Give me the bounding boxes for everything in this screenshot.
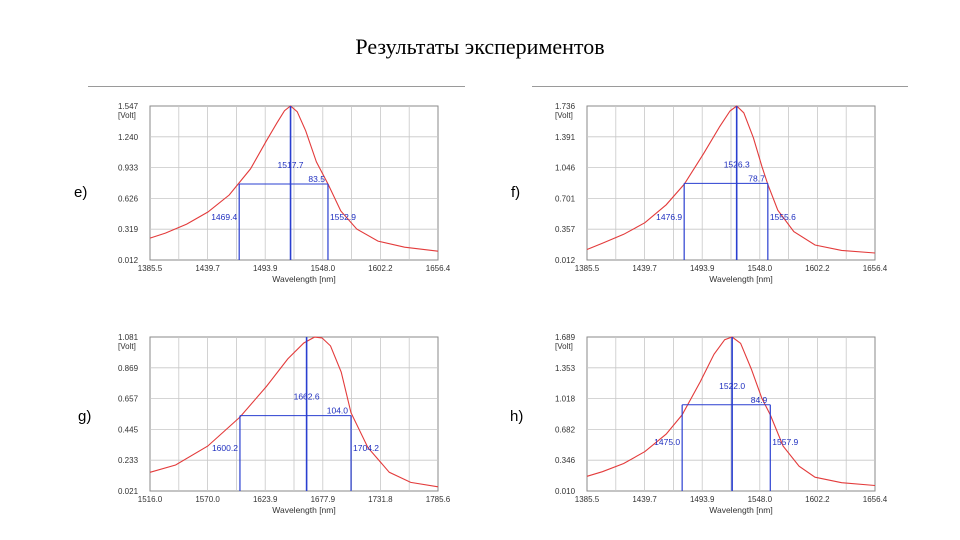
y-tick-label: 0.012: [555, 256, 576, 265]
right-wavelength-label: 1704.2: [353, 443, 379, 453]
x-tick-label: 1570.0: [195, 495, 220, 504]
right-wavelength-label: 1552.9: [330, 212, 356, 222]
slide-title: Результаты экспериментов: [355, 34, 605, 59]
x-tick-label: 1439.7: [632, 495, 657, 504]
y-tick-label: 1.081: [118, 333, 139, 342]
chart-e: 0.012 0.319 0.626 0.933 1.240 1.547[Volt] 1385…: [118, 102, 451, 284]
y-tick-label: 1.689: [555, 333, 576, 342]
y-tick-label: 1.018: [555, 395, 576, 404]
x-tick-label: 1602.2: [368, 264, 393, 273]
y-tick-label: 0.445: [118, 425, 139, 434]
y-tick-label: 0.346: [555, 456, 576, 465]
x-tick-label: 1385.5: [138, 264, 163, 273]
left-wavelength-label: 1475.0: [654, 437, 680, 447]
x-axis-label: Wavelength [nm]: [709, 274, 772, 284]
left-wavelength-label: 1600.2: [212, 443, 238, 453]
x-tick-label: 1677.9: [311, 495, 336, 504]
x-tick-label: 1602.2: [805, 495, 830, 504]
y-tick-label: 0.357: [555, 225, 576, 234]
y-tick-label: 0.701: [555, 194, 576, 203]
x-tick-label: 1623.9: [253, 495, 278, 504]
peak-value-label: 1526.3: [724, 159, 750, 169]
panel-label-g: g): [78, 408, 92, 425]
chart-h: 0.010 0.346 0.682 1.018 1.353 1.689[Volt] 1385…: [555, 333, 888, 515]
x-axis-label: Wavelength [nm]: [272, 274, 335, 284]
x-tick-label: 1493.9: [253, 264, 278, 273]
x-tick-label: 1731.8: [368, 495, 393, 504]
fwhm-value-label: 104.0: [327, 406, 349, 416]
x-tick-label: 1385.5: [575, 264, 600, 273]
x-tick-label: 1385.5: [575, 495, 600, 504]
x-tick-label: 1548.0: [311, 264, 336, 273]
panel-label-e: e): [74, 184, 88, 201]
x-tick-label: 1548.0: [748, 264, 773, 273]
y-tick-label: 0.657: [118, 395, 139, 404]
y-tick-label: 0.233: [118, 456, 139, 465]
x-tick-label: 1516.0: [138, 495, 163, 504]
right-wavelength-label: 1557.9: [772, 437, 798, 447]
y-tick-label: 1.353: [555, 364, 576, 373]
peak-value-label: 1517.7: [278, 160, 304, 170]
fwhm-value-label: 84.9: [751, 395, 768, 405]
y-tick-label: 0.933: [118, 164, 139, 173]
x-tick-label: 1493.9: [690, 264, 715, 273]
panel-label-h: h): [510, 408, 524, 425]
y-tick-label: 0.319: [118, 225, 139, 234]
x-tick-label: 1493.9: [690, 495, 715, 504]
x-tick-label: 1785.6: [426, 495, 451, 504]
y-tick-label: 0.021: [118, 487, 139, 496]
left-wavelength-label: 1469.4: [211, 212, 237, 222]
x-axis-label: Wavelength [nm]: [272, 505, 335, 515]
x-tick-label: 1656.4: [863, 264, 888, 273]
y-tick-label: 0.682: [555, 425, 576, 434]
y-tick-label: 1.046: [555, 164, 576, 173]
chart-f: 0.012 0.357 0.701 1.046 1.391 1.736[Volt] 1385…: [555, 102, 888, 284]
y-tick-label: 0.626: [118, 194, 139, 203]
y-unit-label: [Volt]: [555, 342, 573, 351]
y-unit-label: [Volt]: [118, 111, 136, 120]
x-tick-label: 1656.4: [863, 495, 888, 504]
peak-value-label: 1662.6: [294, 392, 320, 402]
x-tick-label: 1439.7: [632, 264, 657, 273]
y-tick-label: 1.240: [118, 133, 139, 142]
divider-right: [532, 86, 908, 87]
panel-label-f: f): [511, 184, 521, 201]
fwhm-value-label: 78.7: [748, 173, 765, 183]
chart-g: 0.021 0.233 0.445 0.657 0.869 1.081[Volt] 1516…: [118, 333, 451, 515]
x-tick-label: 1548.0: [748, 495, 773, 504]
x-tick-label: 1439.7: [195, 264, 220, 273]
x-axis-label: Wavelength [nm]: [709, 505, 772, 515]
y-tick-label: 1.547: [118, 102, 139, 111]
spectrum-curve: [149, 336, 439, 488]
y-tick-label: 1.391: [555, 133, 576, 142]
y-tick-label: 0.012: [118, 256, 139, 265]
x-tick-label: 1656.4: [426, 264, 451, 273]
left-wavelength-label: 1476.9: [656, 212, 682, 222]
x-tick-label: 1602.2: [805, 264, 830, 273]
y-tick-label: 0.010: [555, 487, 576, 496]
y-tick-label: 1.736: [555, 102, 576, 111]
peak-value-label: 1522.0: [719, 381, 745, 391]
y-unit-label: [Volt]: [555, 111, 573, 120]
divider-left: [88, 86, 465, 87]
y-unit-label: [Volt]: [118, 342, 136, 351]
right-wavelength-label: 1555.6: [770, 212, 796, 222]
y-tick-label: 0.869: [118, 364, 139, 373]
fwhm-value-label: 83.5: [308, 174, 325, 184]
